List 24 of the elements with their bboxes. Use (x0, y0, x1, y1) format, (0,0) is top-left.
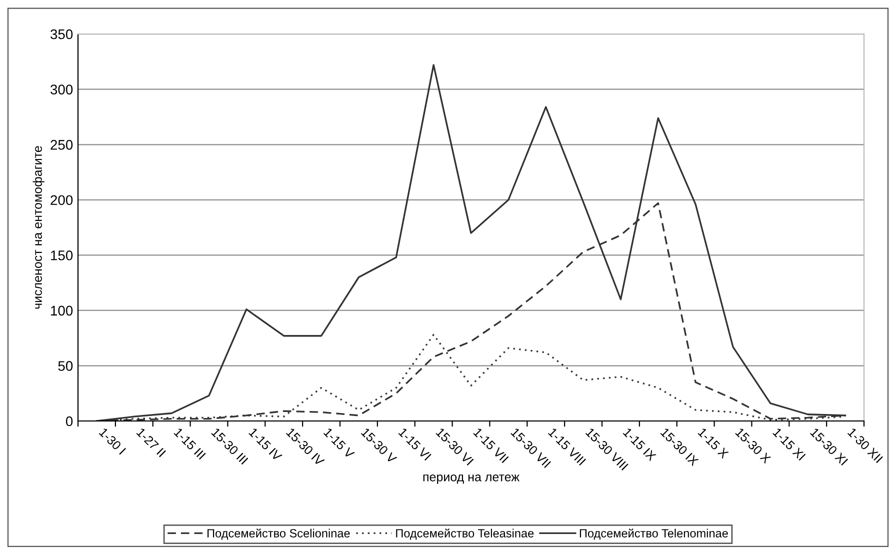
legend-label: Подсемейство Teleasinae (396, 528, 534, 540)
y-axis-title: численост на ентомофагите (32, 146, 44, 309)
legend-label: Подсемейство Scelioninae (208, 528, 350, 540)
x-axis-title: период на летеж (423, 474, 520, 484)
x-tick-label: 1-15 IX (622, 428, 657, 462)
x-tick-label: 1-30 I (98, 427, 126, 455)
y-tick-label: 350 (50, 29, 73, 40)
x-tick-label: 1-15 III (174, 428, 206, 460)
x-tick-label: 1-15 VII (473, 428, 509, 464)
y-tick-label: 300 (50, 84, 73, 94)
x-tick-label: 1-30 XII (847, 427, 884, 464)
y-tick-label: 150 (51, 250, 73, 260)
x-tick-label: 1-15 VI (398, 428, 432, 461)
y-tick-label: 0 (66, 416, 73, 426)
x-tick-label: 1-27 II (136, 427, 166, 458)
y-tick-label: 200 (50, 195, 73, 206)
x-tick-label: 1-15 XI (772, 428, 806, 461)
x-tick-label: 1-15 V (323, 428, 355, 460)
x-tick-label: 1-15 X (698, 428, 729, 459)
y-tick-label: 100 (51, 306, 73, 316)
legend-label: Подсемейство Telenominae (580, 528, 728, 540)
y-tick-label: 50 (58, 361, 73, 371)
x-tick-label: 1-15 IV (248, 428, 282, 462)
y-tick-label: 250 (50, 140, 73, 150)
